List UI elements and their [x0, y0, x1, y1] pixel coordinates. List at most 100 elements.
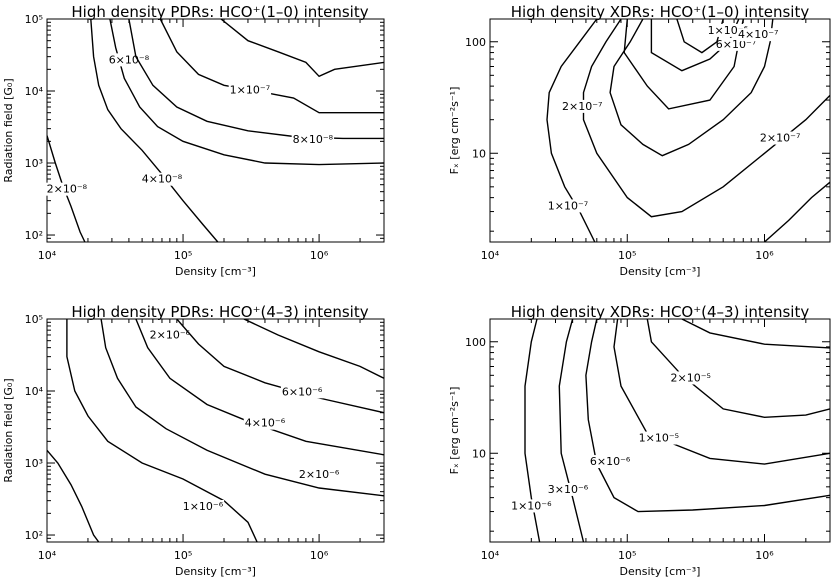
x-tick-label: 10⁶: [755, 249, 774, 262]
y-tick-label: 10²: [25, 229, 43, 242]
contour-line: [47, 449, 100, 542]
contour-line: [128, 19, 384, 140]
x-tick-label: 10⁶: [310, 249, 329, 262]
contour-label: 1×10⁻⁷: [548, 199, 588, 212]
contour-label: 2×10⁻⁶: [299, 468, 340, 481]
contour-label-bg: [45, 182, 89, 196]
contour-label-bg: [588, 455, 632, 469]
y-tick-label: 10²: [25, 529, 43, 542]
contour-line: [220, 19, 384, 78]
x-tick-label: 10⁵: [618, 549, 636, 562]
x-axis-label: Density [cm⁻³]: [620, 565, 701, 578]
contour-label-bg: [561, 99, 604, 113]
contour-line: [646, 319, 830, 419]
panel-3: High density PDRs: HCO⁺(4–3) intensity 10…: [2, 303, 385, 578]
contour-label-bg: [637, 431, 681, 445]
x-tick-label: 10⁴: [481, 249, 500, 262]
x-tick-label: 10⁴: [38, 249, 57, 262]
plot-frame: [46, 318, 385, 543]
chart-title: High density XDRs: HCO⁺(4–3) intensity: [511, 303, 810, 321]
x-tick-label: 10⁴: [481, 549, 500, 562]
contour-label: 2×10⁻⁸: [47, 183, 88, 196]
contour-label-bg: [280, 385, 324, 399]
contour-label: 8×10⁻⁸: [293, 133, 334, 146]
x-tick-label: 10⁵: [174, 249, 192, 262]
contour-line: [681, 319, 830, 349]
contour-label-bg: [243, 416, 287, 430]
contour-label-bg: [291, 133, 335, 147]
y-tick-label: 10³: [25, 457, 43, 470]
contour-label: 4×10⁻⁶: [245, 417, 286, 430]
contour-label: 2×10⁻⁵: [671, 371, 711, 384]
contour-label-bg: [510, 499, 553, 513]
x-tick-label: 10⁶: [310, 549, 329, 562]
contour-line: [623, 19, 744, 110]
y-tick-label: 100: [465, 336, 486, 349]
y-tick-label: 10³: [25, 157, 43, 170]
contour-line: [100, 319, 384, 497]
contour-label: 6×10⁻⁶: [590, 455, 631, 468]
contour-label: 1×10⁻⁶: [511, 499, 552, 512]
contour-label-bg: [758, 131, 802, 145]
contour-label: 6×10⁻⁶: [282, 385, 323, 398]
y-tick-label: 10⁵: [25, 13, 43, 26]
y-axis-label: Radiation field [G₀]: [2, 378, 15, 482]
contour-label: 6×10⁻⁸: [109, 53, 150, 66]
contour-label: 1×10⁻⁷: [230, 84, 270, 97]
contour-label-bg: [148, 328, 192, 342]
contour-line: [90, 19, 219, 242]
contour-line: [159, 19, 384, 114]
contour-label-bg: [181, 499, 225, 513]
contour-line: [243, 319, 384, 379]
plot-frame: [489, 318, 831, 543]
y-tick-label: 100: [465, 36, 486, 49]
x-tick-label: 10⁶: [755, 549, 774, 562]
contour-label-bg: [669, 371, 712, 385]
contour-label: 1×10⁻⁵: [639, 432, 679, 445]
contour-label-bg: [737, 28, 780, 42]
contour-line: [582, 19, 830, 218]
panel-2: High density XDRs: HCO⁺(1–0) intensity 10…: [448, 3, 831, 278]
x-tick-label: 10⁵: [618, 249, 636, 262]
chart-title: High density XDRs: HCO⁺(1–0) intensity: [511, 3, 810, 21]
x-tick-label: 10⁵: [174, 549, 192, 562]
panel-4: High density XDRs: HCO⁺(4–3) intensity 10…: [448, 303, 831, 578]
contour-line: [135, 319, 384, 456]
contour-line: [66, 319, 258, 542]
y-tick-label: 10: [472, 447, 486, 460]
contour-line: [609, 19, 774, 157]
y-tick-label: 10: [472, 147, 486, 160]
contour-label-bg: [228, 83, 272, 97]
y-axis-label: Fₓ [erg cm⁻²s⁻¹]: [448, 387, 461, 475]
contour-line: [176, 319, 384, 414]
contour-line: [585, 319, 830, 513]
x-axis-label: Density [cm⁻³]: [175, 565, 256, 578]
contour-label: 4×10⁻⁸: [142, 173, 183, 186]
x-axis-label: Density [cm⁻³]: [620, 265, 701, 278]
y-tick-label: 10⁵: [25, 313, 43, 326]
chart-title: High density PDRs: HCO⁺(1–0) intensity: [71, 3, 368, 21]
contour-line: [764, 181, 830, 242]
plot-frame: [46, 18, 385, 243]
contour-label: 2×10⁻⁷: [562, 100, 602, 113]
contour-label-bg: [546, 482, 590, 496]
contour-label-bg: [140, 172, 184, 186]
contour-label: 1×10⁻⁶: [183, 500, 224, 513]
y-axis-label: Radiation field [G₀]: [2, 78, 15, 182]
contour-label: 4×10⁻⁷: [738, 28, 778, 41]
contour-label: 2×10⁻⁷: [760, 132, 800, 145]
panel-1: High density PDRs: HCO⁺(1–0) intensity 10…: [2, 3, 385, 278]
chart-title: High density PDRs: HCO⁺(4–3) intensity: [71, 303, 368, 321]
x-tick-label: 10⁴: [38, 549, 57, 562]
contour-label: 3×10⁻⁶: [548, 483, 589, 496]
contour-label-bg: [297, 467, 341, 481]
y-axis-label: Fₓ [erg cm⁻²s⁻¹]: [448, 87, 461, 175]
y-tick-label: 10⁴: [25, 85, 44, 98]
y-tick-label: 10⁴: [25, 385, 44, 398]
contour-line: [558, 319, 585, 542]
x-axis-label: Density [cm⁻³]: [175, 265, 256, 278]
contour-label: 2×10⁻⁶: [150, 329, 191, 342]
plot-frame: [489, 18, 831, 243]
contour-label-bg: [546, 199, 590, 213]
